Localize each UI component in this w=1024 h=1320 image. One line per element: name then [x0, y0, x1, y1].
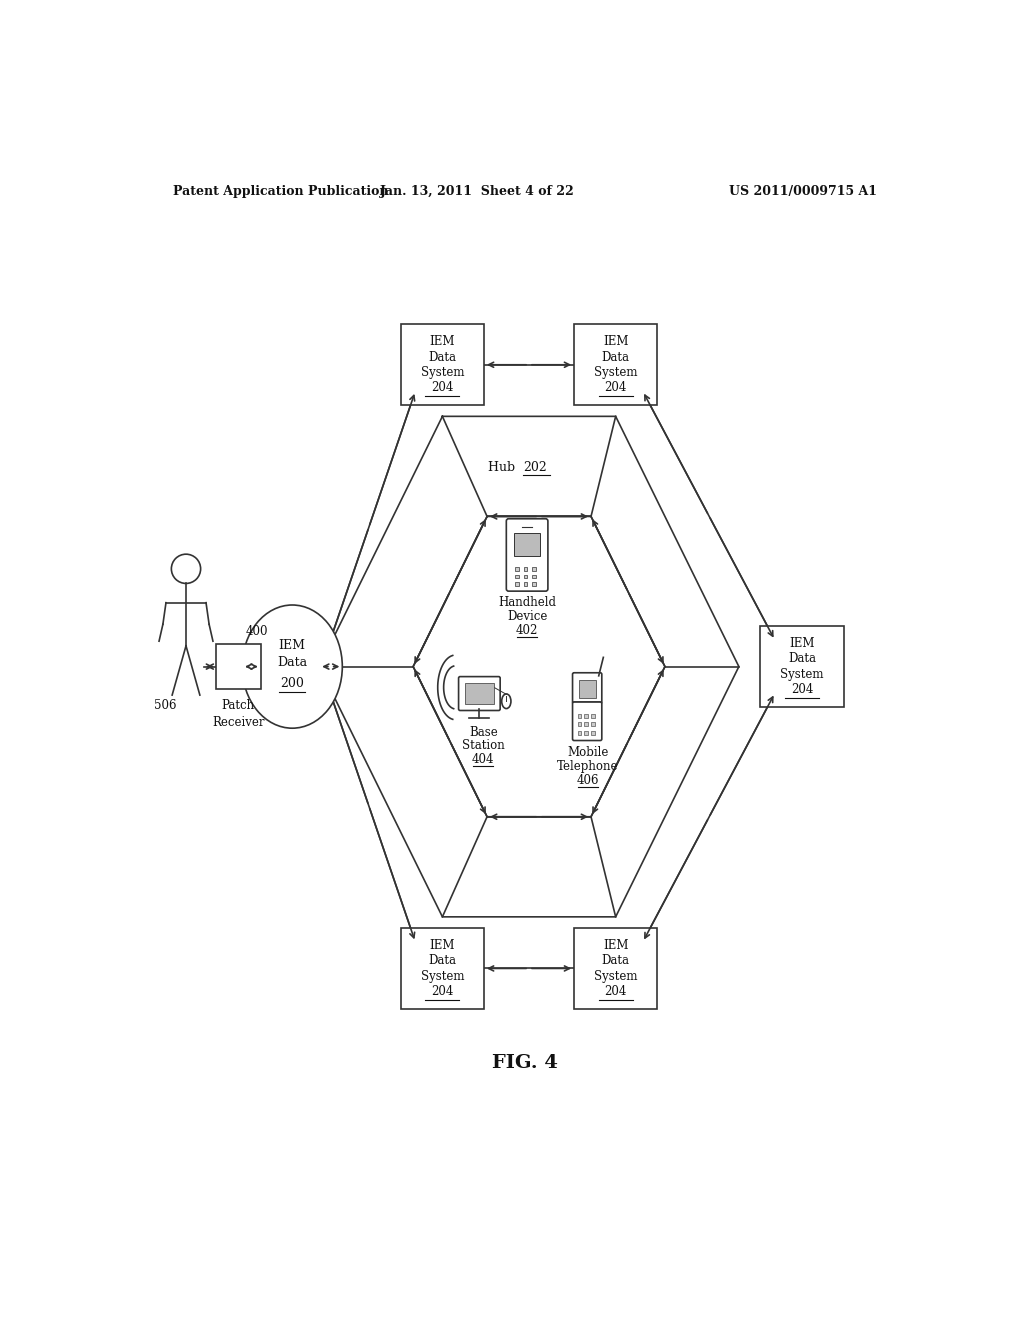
Bar	[400, 928, 484, 1008]
Bar	[400, 325, 484, 405]
Bar	[523, 574, 527, 578]
Bar	[761, 626, 844, 708]
Text: System: System	[594, 970, 637, 982]
Text: Device: Device	[507, 610, 547, 623]
Bar	[574, 928, 657, 1008]
Text: 204: 204	[604, 985, 627, 998]
Bar	[532, 566, 536, 570]
Text: 404: 404	[472, 754, 495, 767]
Text: Data: Data	[278, 656, 307, 669]
Bar	[216, 644, 261, 689]
Bar	[532, 582, 536, 586]
Ellipse shape	[502, 694, 511, 709]
Bar	[592, 714, 595, 718]
Text: Receiver: Receiver	[212, 715, 264, 729]
Text: 200: 200	[281, 677, 304, 690]
Bar	[592, 722, 595, 726]
Bar	[465, 682, 494, 705]
Text: Telephone: Telephone	[557, 760, 618, 774]
Text: Station: Station	[462, 739, 505, 752]
Text: IEM: IEM	[603, 335, 629, 348]
Bar	[585, 714, 589, 718]
Bar	[579, 680, 596, 698]
Text: Data: Data	[788, 652, 816, 665]
Text: IEM: IEM	[603, 939, 629, 952]
Text: Hub: Hub	[488, 462, 519, 474]
Ellipse shape	[243, 605, 342, 729]
FancyBboxPatch shape	[572, 673, 602, 704]
Text: Mobile: Mobile	[567, 746, 608, 759]
Bar	[592, 731, 595, 735]
Text: 506: 506	[154, 698, 176, 711]
Text: Jan. 13, 2011  Sheet 4 of 22: Jan. 13, 2011 Sheet 4 of 22	[380, 185, 574, 198]
Text: IEM: IEM	[430, 939, 455, 952]
Text: System: System	[594, 366, 637, 379]
Bar	[532, 574, 536, 578]
Bar	[578, 722, 582, 726]
Text: US 2011/0009715 A1: US 2011/0009715 A1	[729, 185, 878, 198]
Text: FIG. 4: FIG. 4	[492, 1055, 558, 1072]
Text: Base: Base	[469, 726, 498, 739]
Bar	[578, 731, 582, 735]
Text: Data: Data	[602, 954, 630, 968]
Text: Data: Data	[602, 351, 630, 363]
FancyBboxPatch shape	[506, 519, 548, 591]
Bar	[514, 533, 541, 557]
Text: System: System	[780, 668, 823, 681]
FancyBboxPatch shape	[459, 677, 500, 710]
Text: IEM: IEM	[430, 335, 455, 348]
Text: Patent Application Publication: Patent Application Publication	[173, 185, 388, 198]
Bar	[574, 325, 657, 405]
Text: 204: 204	[431, 381, 454, 395]
Text: Data: Data	[428, 954, 457, 968]
FancyBboxPatch shape	[572, 702, 602, 741]
Text: System: System	[421, 366, 464, 379]
Text: Data: Data	[428, 351, 457, 363]
Text: 400: 400	[246, 626, 268, 638]
Bar	[515, 566, 519, 570]
Text: 202: 202	[523, 462, 547, 474]
Bar	[585, 722, 589, 726]
Bar	[523, 582, 527, 586]
Bar	[515, 582, 519, 586]
Text: 402: 402	[516, 624, 539, 638]
Text: 406: 406	[577, 774, 599, 787]
Text: IEM: IEM	[790, 638, 815, 649]
Text: Patch: Patch	[222, 700, 255, 711]
Bar	[578, 714, 582, 718]
Text: 204: 204	[431, 985, 454, 998]
Bar	[515, 574, 519, 578]
Text: IEM: IEM	[279, 639, 306, 652]
Bar	[523, 566, 527, 570]
Text: Handheld: Handheld	[498, 597, 556, 610]
Text: 204: 204	[604, 381, 627, 395]
Text: System: System	[421, 970, 464, 982]
Text: 204: 204	[791, 684, 813, 696]
Bar	[585, 731, 589, 735]
